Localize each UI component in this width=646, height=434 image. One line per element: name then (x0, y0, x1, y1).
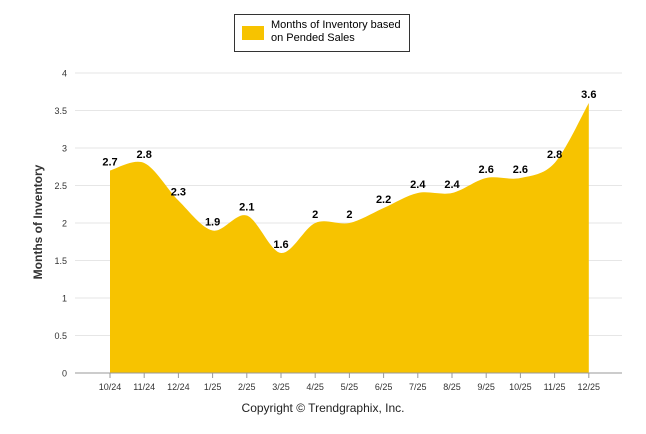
x-tick-label: 10/24 (99, 382, 122, 392)
x-tick-label: 10/25 (509, 382, 532, 392)
data-label: 2.8 (547, 149, 562, 161)
y-tick-label: 2 (62, 219, 67, 229)
legend-swatch (242, 26, 264, 40)
data-label: 2.4 (444, 179, 460, 191)
x-tick-label: 1/25 (204, 382, 222, 392)
copyright-text: Copyright © Trendgraphix, Inc. (241, 401, 405, 415)
x-tick-label: 11/24 (133, 382, 155, 392)
data-label: 3.6 (581, 89, 596, 101)
data-label: 2.3 (171, 187, 186, 199)
data-label: 2.2 (376, 194, 391, 206)
y-tick-label: 0.5 (54, 331, 67, 341)
data-label: 2.7 (102, 157, 117, 169)
legend-label: Months of Inventory based on Pended Sale… (271, 19, 401, 44)
y-tick-label: 3.5 (54, 106, 67, 116)
data-label: 2.4 (410, 179, 426, 191)
x-tick-label: 7/25 (409, 382, 427, 392)
x-tick-label: 11/25 (544, 382, 566, 392)
data-label: 2 (312, 209, 318, 221)
x-tick-label: 6/25 (375, 382, 393, 392)
y-tick-label: 1.5 (54, 256, 67, 266)
x-tick-label: 8/25 (443, 382, 461, 392)
data-label: 2.1 (239, 202, 254, 214)
data-label: 1.6 (273, 239, 288, 251)
y-tick-label: 1 (62, 294, 67, 304)
data-label: 2 (346, 209, 352, 221)
x-tick-label: 3/25 (272, 382, 290, 392)
x-tick-label: 5/25 (341, 382, 359, 392)
data-label: 1.9 (205, 217, 220, 229)
inventory-area (110, 103, 589, 373)
data-label: 2.6 (479, 164, 494, 176)
data-label: 2.8 (137, 149, 152, 161)
x-axis-ticks: 10/24 11/24 12/24 1/25 2/25 3/25 4/25 5/25 6/25 7… (99, 373, 600, 392)
data-label: 2.6 (513, 164, 528, 176)
y-axis-title: Months of Inventory (31, 164, 45, 280)
legend: Months of Inventory based on Pended Sale… (234, 14, 410, 52)
x-tick-label: 12/25 (578, 382, 601, 392)
x-tick-label: 2/25 (238, 382, 256, 392)
y-tick-label: 2.5 (54, 181, 67, 191)
y-tick-label: 4 (62, 69, 67, 79)
x-tick-label: 4/25 (306, 382, 324, 392)
y-axis-ticks: 0 0.5 1 1.5 2 2.5 3 3.5 4 (54, 69, 67, 379)
y-tick-label: 3 (62, 144, 67, 154)
x-tick-label: 12/24 (167, 382, 190, 392)
x-tick-label: 9/25 (477, 382, 495, 392)
y-tick-label: 0 (62, 369, 67, 379)
data-labels: 2.7 2.8 2.3 1.9 2.1 1.6 2 2 2.2 2.4 2.4 2.6 2.6 2.8 3.… (102, 89, 596, 251)
